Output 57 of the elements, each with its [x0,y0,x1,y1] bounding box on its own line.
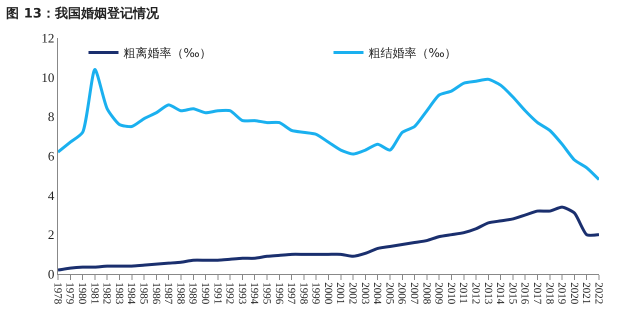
x-tick-label: 1984 [125,282,138,305]
x-tick-label: 2006 [396,282,408,305]
x-tick-label: 2017 [530,282,543,305]
legend-label: 粗离婚率（‰） [124,46,212,60]
x-tick-label: 2022 [592,282,604,304]
x-tick-label: 1985 [137,282,150,305]
x-tick-label: 2005 [383,282,396,305]
x-tick-label: 2009 [432,282,445,305]
x-tick-label: 2014 [494,282,506,305]
x-tick-label: 1989 [186,282,199,305]
x-tick-label: 2007 [408,282,420,305]
x-tick-label: 2013 [482,282,494,305]
y-tick-label: 0 [48,266,54,282]
x-tick-label: 1981 [88,282,100,304]
x-tick-label: 2000 [322,282,334,305]
x-tick-label: 2020 [568,282,580,305]
chart-title: 图 13：我国婚姻登记情况 [6,5,160,22]
x-tick-label: 1996 [272,282,285,305]
x-tick-label: 1978 [51,282,64,305]
x-tick-label: 1999 [310,282,322,305]
line-series [58,68,599,182]
x-tick-label: 2001 [334,282,346,304]
x-tick-label: 2003 [358,282,371,305]
x-tick-label: 1987 [162,282,174,305]
x-tick-label: 1980 [76,282,88,305]
x-tick-label: 1983 [112,282,125,305]
x-tick-label: 2015 [506,282,518,305]
x-tick-label: 2008 [420,282,432,305]
x-tick-label: 2021 [580,282,592,304]
x-tick-label: 2010 [444,282,457,305]
x-tick-label: 1979 [64,282,76,305]
x-tick-label: 2002 [346,282,359,304]
y-tick-label: 6 [48,148,55,164]
x-tick-label: 1988 [174,282,186,305]
y-tick-label: 12 [41,30,54,46]
x-tick-label: 1994 [248,282,260,305]
x-tick-label: 1991 [211,282,224,304]
x-tick-label: 2019 [556,282,568,305]
y-tick-label: 2 [48,227,54,242]
x-tick-label: 2011 [457,282,470,304]
x-tick-label: 1993 [236,282,248,305]
x-tick-label: 1998 [297,282,310,305]
x-tick-label: 1986 [150,282,162,305]
x-tick-label: 1982 [100,282,113,304]
x-tick-label: 1990 [198,282,211,305]
y-tick-label: 10 [41,70,54,85]
x-tick-label: 1992 [224,282,236,304]
x-tick-label: 2012 [469,282,482,304]
x-tick-label: 1997 [285,282,298,305]
line-series [58,206,599,272]
x-tick-label: 2004 [371,282,384,305]
x-tick-label: 2018 [543,282,556,305]
x-tick-label: 1995 [260,282,272,305]
legend-label: 粗结婚率（‰） [368,46,457,60]
y-tick-label: 4 [48,188,55,203]
y-tick-label: 8 [48,109,54,124]
x-tick-label: 2016 [518,282,531,305]
